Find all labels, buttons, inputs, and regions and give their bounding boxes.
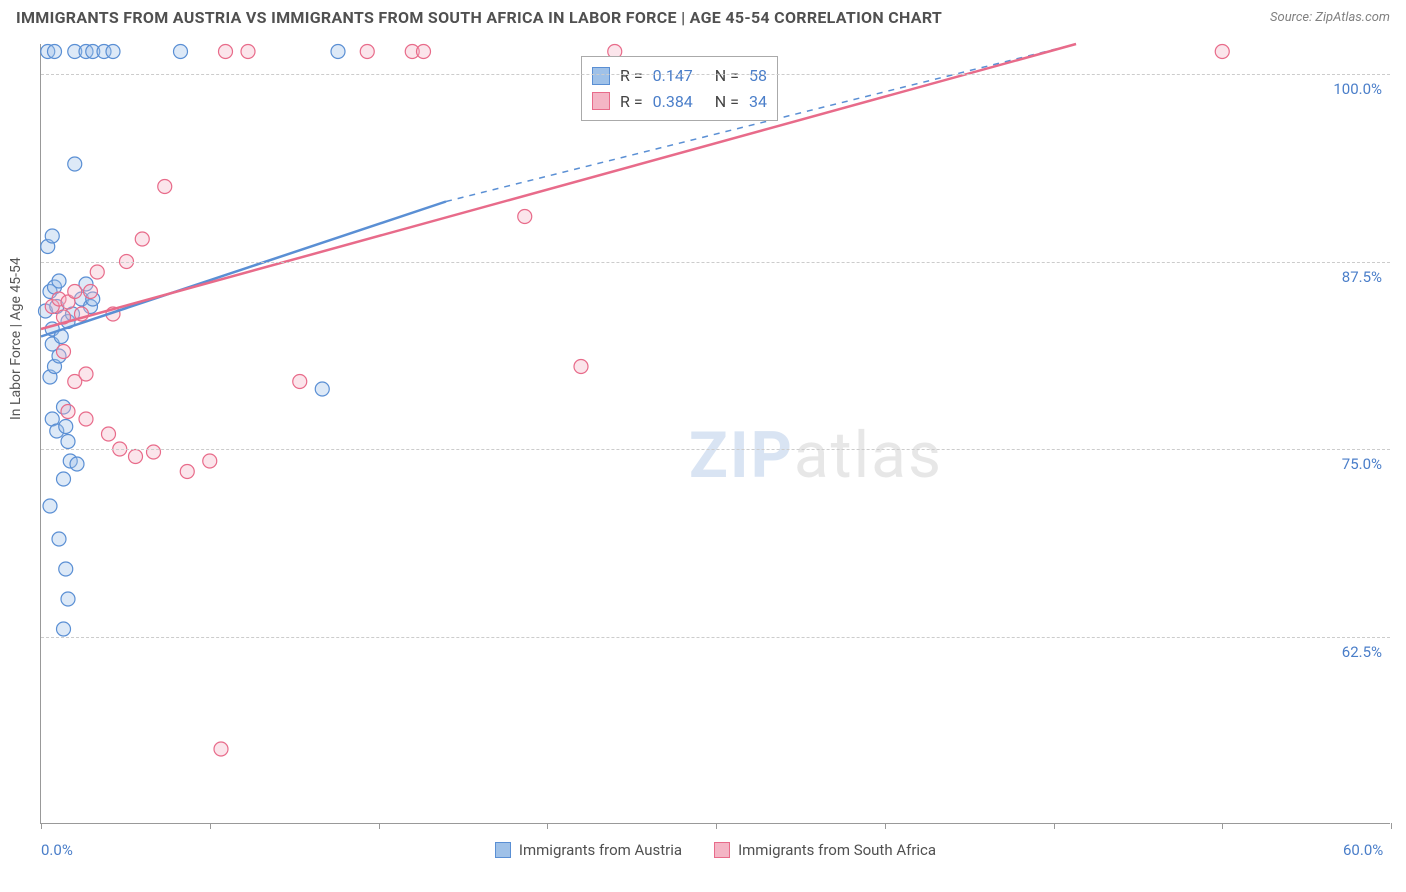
stats-r-value: 0.147 (653, 63, 693, 89)
stats-n-label: N = (715, 63, 739, 89)
x-tick (885, 823, 886, 829)
data-point (203, 454, 217, 468)
data-point (84, 285, 98, 299)
legend-item: Immigrants from South Africa (714, 841, 936, 859)
data-point (61, 592, 75, 606)
x-tick (210, 823, 211, 829)
data-point (417, 45, 431, 59)
chart-source: Source: ZipAtlas.com (1270, 10, 1390, 25)
x-tick (41, 823, 42, 829)
stats-r-value: 0.384 (653, 89, 693, 115)
data-point (48, 45, 62, 59)
data-point (574, 360, 588, 374)
y-tick-label: 100.0% (1333, 80, 1382, 98)
data-point (147, 445, 161, 459)
data-point (52, 274, 66, 288)
stats-row: R = 0.147 N = 58 (592, 63, 767, 89)
stats-n-value: 34 (749, 89, 767, 115)
stats-n-value: 58 (749, 63, 767, 89)
gridline-h (41, 637, 1390, 638)
data-point (293, 375, 307, 389)
data-point (79, 412, 93, 426)
chart-title: IMMIGRANTS FROM AUSTRIA VS IMMIGRANTS FR… (16, 8, 942, 27)
legend-bottom: Immigrants from Austria Immigrants from S… (41, 841, 1390, 859)
data-point (158, 180, 172, 194)
data-point (68, 157, 82, 171)
x-tick (1054, 823, 1055, 829)
trend-line (41, 44, 1076, 329)
legend-swatch (495, 842, 511, 858)
legend-label: Immigrants from South Africa (738, 841, 936, 859)
data-point (1215, 45, 1229, 59)
chart-header: IMMIGRANTS FROM AUSTRIA VS IMMIGRANTS FR… (0, 0, 1406, 31)
x-tick (1222, 823, 1223, 829)
data-point (59, 562, 73, 576)
x-tick-label: 0.0% (41, 841, 73, 859)
data-point (79, 367, 93, 381)
data-point (59, 420, 73, 434)
y-tick-label: 75.0% (1342, 455, 1382, 473)
chart-svg (41, 44, 1390, 823)
data-point (174, 45, 188, 59)
data-point (68, 285, 82, 299)
stats-swatch (592, 67, 610, 85)
stats-r-label: R = (620, 89, 643, 115)
data-point (70, 457, 84, 471)
x-tick (547, 823, 548, 829)
data-point (61, 435, 75, 449)
stats-box: R = 0.147 N = 58 R = 0.384 N = 34 (581, 56, 778, 121)
gridline-h (41, 262, 1390, 263)
stats-n-label: N = (715, 89, 739, 115)
data-point (61, 405, 75, 419)
data-point (52, 532, 66, 546)
x-tick (1391, 823, 1392, 829)
data-point (57, 345, 71, 359)
y-axis-label: In Labor Force | Age 45-54 (8, 257, 24, 420)
x-tick (379, 823, 380, 829)
stats-r-label: R = (620, 63, 643, 89)
data-point (219, 45, 233, 59)
data-point (315, 382, 329, 396)
legend-swatch (714, 842, 730, 858)
data-point (45, 229, 59, 243)
data-point (180, 465, 194, 479)
gridline-h (41, 74, 1390, 75)
legend-label: Immigrants from Austria (519, 841, 682, 859)
gridline-h (41, 449, 1390, 450)
data-point (106, 45, 120, 59)
legend-item: Immigrants from Austria (495, 841, 682, 859)
data-point (214, 742, 228, 756)
data-point (241, 45, 255, 59)
data-point (57, 622, 71, 636)
y-tick-label: 62.5% (1342, 643, 1382, 661)
data-point (360, 45, 374, 59)
data-point (102, 427, 116, 441)
y-tick-label: 87.5% (1342, 268, 1382, 286)
stats-swatch (592, 92, 610, 110)
data-point (518, 210, 532, 224)
x-tick-label: 60.0% (1343, 841, 1383, 859)
data-point (90, 265, 104, 279)
data-point (43, 499, 57, 513)
data-point (57, 472, 71, 486)
data-point (129, 450, 143, 464)
x-tick (716, 823, 717, 829)
data-point (331, 45, 345, 59)
plot-area: ZIPatlas R =0.147N =58R =0.384N =34 Immi… (40, 44, 1390, 824)
stats-row: R = 0.384 N = 34 (592, 89, 767, 115)
data-point (135, 232, 149, 246)
